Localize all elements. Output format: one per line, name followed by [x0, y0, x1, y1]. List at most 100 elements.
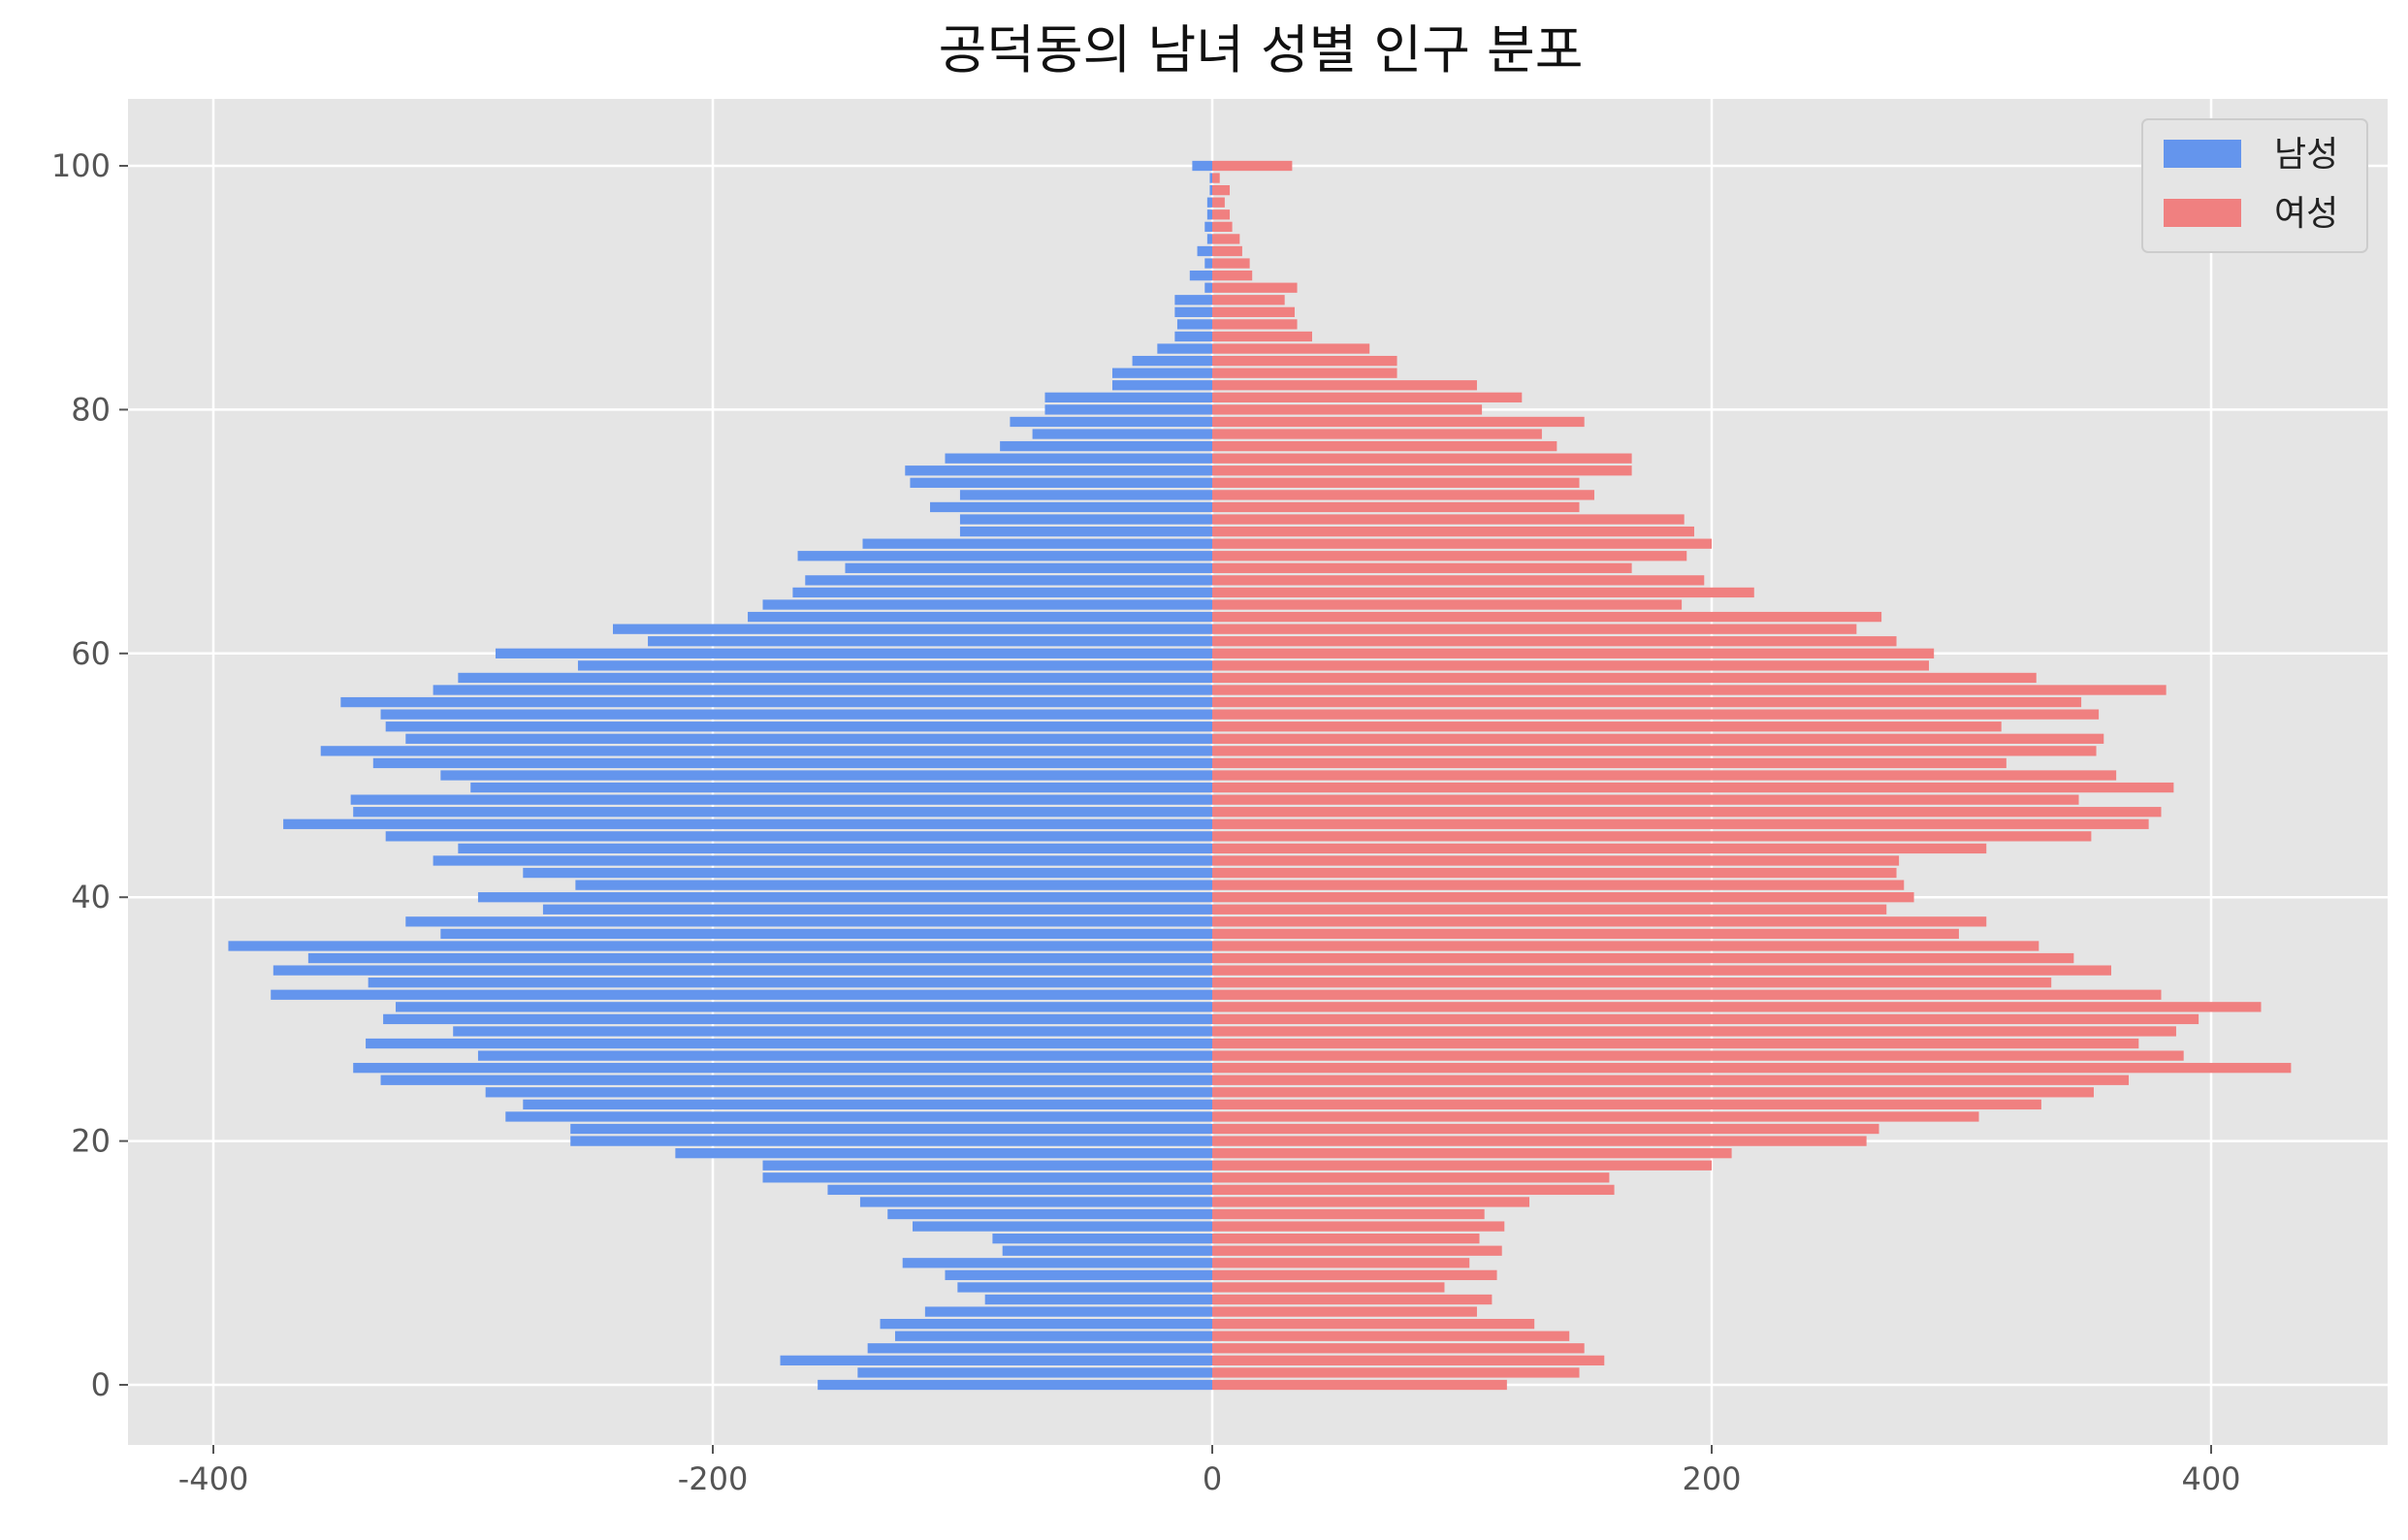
male-bar — [477, 892, 1212, 903]
male-bar — [320, 746, 1213, 756]
female-bar — [1212, 1002, 2262, 1012]
female-bar — [1212, 892, 1914, 903]
male-bar — [340, 696, 1212, 708]
male-bar — [523, 867, 1212, 879]
female-bar — [1212, 831, 2092, 842]
male-bar — [818, 1379, 1212, 1391]
x-axis-ticks: -400 -200 0 200 400 — [178, 1445, 2241, 1497]
male-bar — [930, 501, 1212, 513]
male-bar — [380, 1075, 1212, 1085]
male-bar — [1204, 282, 1212, 293]
male-bar — [366, 1038, 1212, 1049]
female-bar — [1212, 245, 1242, 257]
female-bar — [1212, 843, 1987, 854]
female-bar — [1212, 1123, 1879, 1135]
y-tick-label: 20 — [71, 1123, 111, 1160]
male-bar — [902, 1258, 1212, 1268]
male-bar — [523, 1099, 1212, 1110]
female-bar — [1212, 1038, 2139, 1049]
female-bar — [1212, 636, 1897, 647]
male-bar — [957, 1282, 1212, 1293]
male-bar — [762, 1172, 1212, 1183]
female-bar — [1212, 343, 1370, 354]
female-bar — [1212, 1234, 1480, 1244]
male-bar — [762, 599, 1212, 610]
female-bar — [1212, 611, 1882, 623]
female-bar — [1212, 709, 2100, 720]
male-bar — [458, 843, 1213, 854]
male-bar — [1044, 404, 1212, 415]
female-bar — [1212, 514, 1685, 525]
female-bar — [1212, 685, 2167, 695]
male-bar — [1189, 270, 1212, 281]
male-bar — [1174, 295, 1212, 305]
female-bar — [1212, 941, 2039, 951]
female-bar — [1212, 867, 1897, 879]
female-bar — [1212, 173, 1220, 183]
female-bar — [1212, 440, 1557, 452]
female-bar — [1212, 1026, 2176, 1037]
male-bar — [372, 757, 1212, 769]
female-bar — [1212, 221, 1233, 232]
male-bar — [762, 1160, 1212, 1171]
female-bar — [1212, 355, 1397, 367]
male-bar — [1002, 1245, 1212, 1256]
male-bar — [887, 1208, 1212, 1220]
female-bar — [1212, 807, 2162, 818]
male-bar — [880, 1319, 1212, 1330]
female-bar — [1212, 965, 2111, 976]
female-bar — [1212, 392, 1523, 402]
y-tick-label: 80 — [71, 391, 111, 428]
female-bar — [1212, 757, 2007, 769]
male-bar — [385, 722, 1212, 732]
y-tick-label: 60 — [71, 635, 111, 672]
female-bar — [1212, 1294, 1493, 1305]
male-bar — [862, 538, 1212, 549]
female-bar — [1212, 270, 1253, 281]
female-bar — [1212, 1319, 1535, 1330]
female-bar — [1212, 978, 2052, 988]
male-bar — [495, 648, 1213, 658]
male-bar — [570, 1136, 1212, 1146]
male-bar — [1209, 173, 1212, 183]
female-bar — [1212, 952, 2074, 964]
male-bar — [910, 477, 1212, 488]
female-bar — [1212, 465, 1632, 476]
male-bar — [368, 978, 1212, 988]
y-tick-label: 40 — [71, 879, 111, 915]
male-bar — [485, 1087, 1212, 1098]
female-bar — [1212, 1343, 1585, 1354]
male-bar — [648, 636, 1212, 647]
male-bar — [1132, 355, 1212, 367]
female-bar — [1212, 1050, 2184, 1061]
legend-swatch-female — [2164, 199, 2241, 227]
female-bars — [1212, 160, 2292, 1391]
female-bar — [1212, 453, 1632, 464]
female-bar — [1212, 794, 2079, 805]
male-bar — [405, 733, 1212, 744]
male-bar — [959, 490, 1212, 500]
male-bar — [913, 1221, 1212, 1232]
female-bar — [1212, 184, 1231, 196]
female-bar — [1212, 1221, 1505, 1232]
male-bar — [748, 611, 1212, 623]
female-bar — [1212, 1379, 1507, 1391]
male-bar — [1174, 331, 1212, 342]
male-bar — [353, 1063, 1212, 1074]
female-bar — [1212, 880, 1905, 890]
female-bar — [1212, 770, 2117, 781]
male-bar — [959, 514, 1212, 525]
female-bar — [1212, 306, 1295, 317]
male-bar — [845, 562, 1212, 573]
male-bar — [805, 575, 1212, 586]
male-bar — [1204, 258, 1212, 269]
x-tick-label: -200 — [678, 1460, 749, 1497]
male-bar — [867, 1343, 1212, 1354]
female-bar — [1212, 1075, 2130, 1085]
male-bar — [894, 1331, 1212, 1341]
y-tick-label: 0 — [91, 1366, 111, 1403]
female-bar — [1212, 490, 1594, 500]
female-bar — [1212, 624, 1857, 634]
male-bar — [350, 794, 1212, 805]
female-bar — [1212, 562, 1632, 573]
